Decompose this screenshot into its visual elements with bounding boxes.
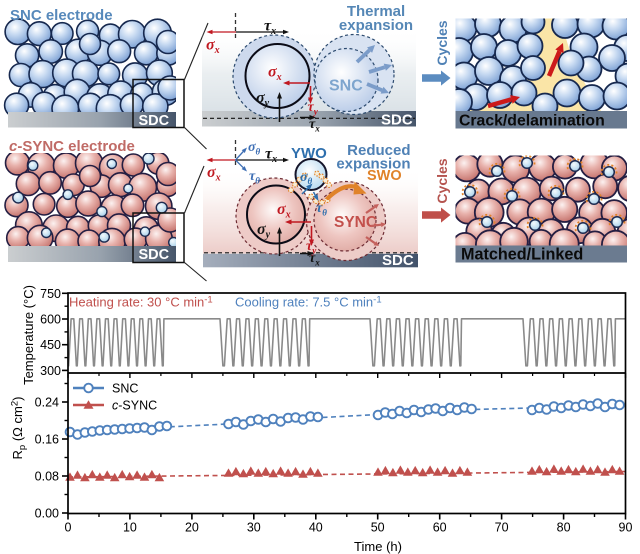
svg-text:60: 60 <box>433 521 447 535</box>
svg-text:750: 750 <box>40 287 61 301</box>
svg-text:YWO: YWO <box>291 145 327 162</box>
svg-text:0.08: 0.08 <box>35 470 59 484</box>
svg-text:Temperature (°C): Temperature (°C) <box>21 285 36 385</box>
svg-text:0.00: 0.00 <box>35 507 59 521</box>
svg-text:50: 50 <box>371 521 385 535</box>
svg-text:20: 20 <box>185 521 199 535</box>
svg-text:τx: τx <box>264 18 276 38</box>
svg-text:Cycles: Cycles <box>434 158 450 203</box>
svg-text:SNC electrode: SNC electrode <box>10 7 113 24</box>
svg-text:Crack/delamination: Crack/delamination <box>459 113 605 130</box>
svg-text:0.16: 0.16 <box>35 433 59 447</box>
svg-text:70: 70 <box>495 521 509 535</box>
svg-text:SNC: SNC <box>329 78 363 95</box>
svg-text:Heating rate: 30 °C min-1: Heating rate: 30 °C min-1 <box>69 295 213 310</box>
svg-text:300: 300 <box>40 364 61 378</box>
svg-text:0: 0 <box>65 521 72 535</box>
svg-text:SYNC: SYNC <box>334 214 377 231</box>
svg-text:Reduced: Reduced <box>347 142 410 159</box>
svg-text:SNC: SNC <box>112 382 138 396</box>
svg-text:SDC: SDC <box>139 247 170 263</box>
svg-text:τy: τy <box>308 100 319 117</box>
svg-text:Cooling rate: 7.5 °C min-1: Cooling rate: 7.5 °C min-1 <box>235 295 382 310</box>
svg-text:SWO: SWO <box>367 168 402 184</box>
svg-text:30: 30 <box>247 521 261 535</box>
svg-text:Matched/Linked: Matched/Linked <box>461 246 583 264</box>
svg-text:Thermal: Thermal <box>347 3 405 20</box>
svg-text:τy: τy <box>306 239 317 256</box>
svg-text:τx: τx <box>309 251 320 268</box>
svg-text:SDC: SDC <box>139 113 170 129</box>
svg-text:Rp (Ω cm2): Rp (Ω cm2) <box>10 397 29 460</box>
svg-text:80: 80 <box>557 521 571 535</box>
svg-text:Cycles: Cycles <box>434 20 450 65</box>
svg-text:600: 600 <box>40 313 61 327</box>
svg-text:τθ: τθ <box>249 169 260 186</box>
svg-text:c-SYNC: c-SYNC <box>112 399 157 413</box>
svg-text:c-SYNC electrode: c-SYNC electrode <box>9 138 135 155</box>
svg-text:40: 40 <box>309 521 323 535</box>
svg-text:SDC: SDC <box>382 252 414 269</box>
svg-text:τx: τx <box>309 117 320 134</box>
svg-text:τx: τx <box>265 146 277 166</box>
svg-text:τθ: τθ <box>316 201 327 218</box>
svg-text:σx: σx <box>207 164 221 184</box>
svg-text:450: 450 <box>40 338 61 352</box>
svg-text:σθ: σθ <box>248 140 261 157</box>
svg-text:Time (h): Time (h) <box>354 539 402 554</box>
svg-text:SDC: SDC <box>381 112 413 129</box>
svg-text:0.24: 0.24 <box>35 396 59 410</box>
svg-text:90: 90 <box>619 521 633 535</box>
svg-text:10: 10 <box>123 521 137 535</box>
svg-text:expansion: expansion <box>339 17 413 34</box>
svg-text:expansion: expansion <box>336 156 410 173</box>
